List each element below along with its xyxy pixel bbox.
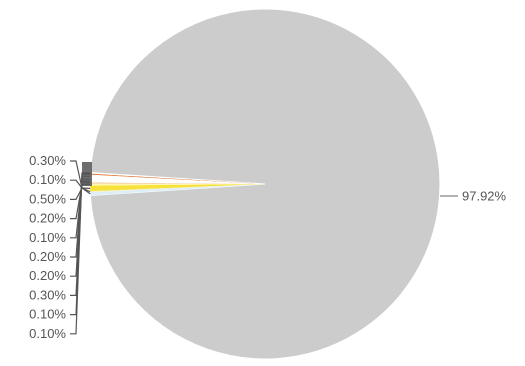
leader-bundle bbox=[82, 162, 92, 186]
leader-line-3 bbox=[70, 187, 91, 200]
pie-slice-7 bbox=[90, 177, 265, 184]
slice-label-6: 0.20% bbox=[29, 249, 66, 264]
pie-slice-10 bbox=[90, 172, 265, 184]
pie-slice-9 bbox=[90, 173, 265, 184]
slice-label-2: 0.10% bbox=[29, 172, 66, 187]
slice-label-7: 0.20% bbox=[29, 268, 66, 283]
pie-slice-1 bbox=[90, 184, 266, 196]
leader-line-1 bbox=[70, 160, 91, 195]
pie-slice-4 bbox=[90, 183, 266, 186]
pie-slices bbox=[89, 8, 441, 360]
pie-slice-5 bbox=[90, 182, 266, 184]
slice-label-4: 0.20% bbox=[29, 211, 66, 226]
pie-slice-0 bbox=[89, 8, 441, 360]
slice-label-5: 0.10% bbox=[29, 230, 66, 245]
pie-slice-2 bbox=[90, 184, 265, 193]
slice-label-1: 0.30% bbox=[29, 153, 66, 168]
leader-line-2 bbox=[70, 179, 91, 193]
slice-label-10: 0.10% bbox=[29, 326, 66, 341]
pie-slice-6 bbox=[90, 180, 265, 184]
pie-slice-3 bbox=[90, 184, 265, 192]
slice-label-8: 0.30% bbox=[29, 287, 66, 302]
leader-lines bbox=[70, 160, 458, 335]
slice-label-0: 97.92% bbox=[462, 189, 507, 204]
pie-slice-8 bbox=[90, 174, 266, 184]
slice-labels: 97.92% 0.30% 0.10% 0.50% 0.20% 0.10% 0.20% 0.20… bbox=[29, 153, 506, 341]
slice-label-9: 0.10% bbox=[29, 307, 66, 322]
slice-label-3: 0.50% bbox=[29, 191, 66, 206]
